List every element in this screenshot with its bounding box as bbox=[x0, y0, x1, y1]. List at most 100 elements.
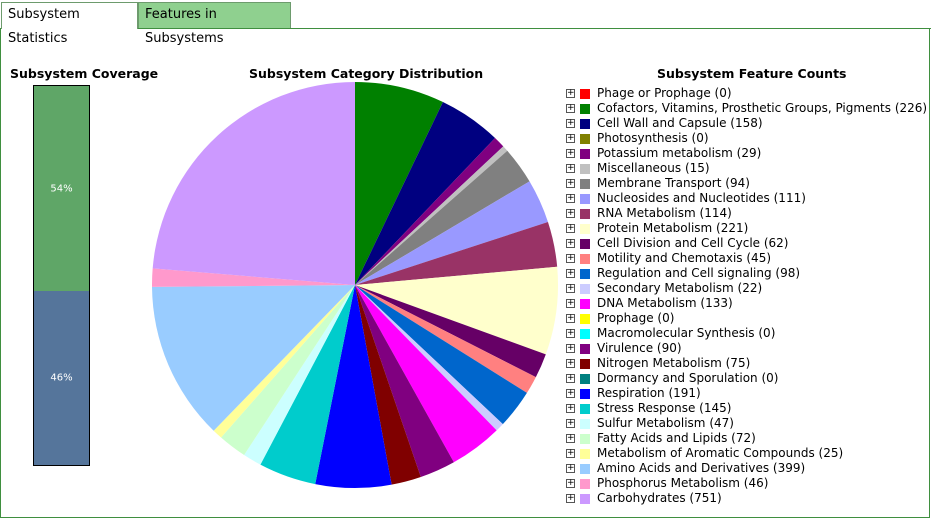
plus-square-icon[interactable]: + bbox=[566, 373, 575, 383]
pie-slice-carbohydrates[interactable] bbox=[152, 82, 355, 285]
pie-slice-potassium-metabolism[interactable] bbox=[355, 138, 504, 285]
plus-square-icon[interactable]: + bbox=[566, 133, 575, 143]
pie-slice-cell-division-and-cell-cycle[interactable] bbox=[355, 285, 546, 378]
plus-square-icon[interactable]: + bbox=[566, 163, 575, 173]
pie-slice-amino-acids-and-derivatives[interactable] bbox=[152, 285, 355, 431]
pie-slice-fatty-acids-and-lipids[interactable] bbox=[221, 285, 355, 456]
legend-label: Potassium metabolism (29) bbox=[597, 146, 762, 160]
plus-square-icon[interactable]: + bbox=[566, 418, 575, 428]
coverage-uncovered-label: 46% bbox=[50, 372, 73, 384]
legend-swatch bbox=[580, 163, 590, 174]
legend-swatch bbox=[580, 343, 590, 354]
pie-slice-miscellaneous[interactable] bbox=[355, 146, 508, 285]
tab-features-in-subsystems[interactable]: Features in Subsystems bbox=[138, 2, 291, 46]
plus-square-icon[interactable]: + bbox=[566, 358, 575, 368]
legend-swatch bbox=[580, 88, 590, 99]
legend-swatch bbox=[580, 373, 590, 384]
plus-square-icon[interactable]: + bbox=[566, 478, 575, 488]
legend-label: Protein Metabolism (221) bbox=[597, 221, 749, 235]
legend-item-rna-metabolism: + RNA Metabolism (114) bbox=[566, 206, 927, 221]
plus-square-icon[interactable]: + bbox=[566, 388, 575, 398]
legend-label: Secondary Metabolism (22) bbox=[597, 281, 763, 295]
plus-square-icon[interactable]: + bbox=[566, 313, 575, 323]
plus-square-icon[interactable]: + bbox=[566, 238, 575, 248]
legend-swatch bbox=[580, 358, 590, 369]
legend-item-cell-wall-and-capsule: + Cell Wall and Capsule (158) bbox=[566, 116, 927, 131]
legend-label: Metabolism of Aromatic Compounds (25) bbox=[597, 446, 844, 460]
plus-square-icon[interactable]: + bbox=[566, 328, 575, 338]
legend-item-cell-division-and-cell-cycle: + Cell Division and Cell Cycle (62) bbox=[566, 236, 927, 251]
plus-square-icon[interactable]: + bbox=[566, 298, 575, 308]
legend-item-phage-or-prophage: + Phage or Prophage (0) bbox=[566, 86, 927, 101]
plus-square-icon[interactable]: + bbox=[566, 253, 575, 263]
legend-swatch bbox=[580, 208, 590, 219]
legend-item-nitrogen-metabolism: + Nitrogen Metabolism (75) bbox=[566, 356, 927, 371]
pie-slice-cell-wall-and-capsule[interactable] bbox=[355, 102, 496, 285]
pie-slice-nucleosides-and-nucleotides[interactable] bbox=[355, 181, 548, 285]
legend-swatch bbox=[580, 328, 590, 339]
pie-slice-stress-response[interactable] bbox=[260, 285, 355, 485]
pie-slice-cofactors-vitamins-prosthetic-groups-pigments[interactable] bbox=[355, 82, 443, 285]
plus-square-icon[interactable]: + bbox=[566, 403, 575, 413]
legend-label: DNA Metabolism (133) bbox=[597, 296, 733, 310]
legend-label: Miscellaneous (15) bbox=[597, 161, 710, 175]
pie-slice-sulfur-metabolism[interactable] bbox=[244, 285, 355, 465]
legend-label: Nucleosides and Nucleotides (111) bbox=[597, 191, 806, 205]
legend-item-regulation-and-cell-signaling: + Regulation and Cell signaling (98) bbox=[566, 266, 927, 281]
legend-item-cofactors-vitamins-prosthetic-groups-pigments: + Cofactors, Vitamins, Prosthetic Groups,… bbox=[566, 101, 927, 116]
tab-subsystem-statistics[interactable]: Subsystem Statistics bbox=[1, 2, 138, 46]
legend-label: RNA Metabolism (114) bbox=[597, 206, 732, 220]
plus-square-icon[interactable]: + bbox=[566, 223, 575, 233]
legend-title: Subsystem Feature Counts bbox=[657, 66, 847, 81]
plus-square-icon[interactable]: + bbox=[566, 493, 575, 503]
pie-chart-title: Subsystem Category Distribution bbox=[249, 66, 484, 81]
plus-square-icon[interactable]: + bbox=[566, 118, 575, 128]
plus-square-icon[interactable]: + bbox=[566, 433, 575, 443]
pie-slice-phosphorus-metabolism[interactable] bbox=[152, 268, 355, 287]
legend-swatch bbox=[580, 313, 590, 324]
pie-slice-secondary-metabolism[interactable] bbox=[355, 285, 503, 431]
plus-square-icon[interactable]: + bbox=[566, 193, 575, 203]
plus-square-icon[interactable]: + bbox=[566, 343, 575, 353]
pie-slice-motility-and-chemotaxis[interactable] bbox=[355, 285, 536, 393]
legend-label: Cell Wall and Capsule (158) bbox=[597, 116, 763, 130]
coverage-bar: 54% 46% bbox=[33, 85, 90, 466]
legend-swatch bbox=[580, 223, 590, 234]
pie-slice-protein-metabolism[interactable] bbox=[355, 266, 558, 355]
pie-slice-rna-metabolism[interactable] bbox=[355, 221, 558, 285]
plus-square-icon[interactable]: + bbox=[566, 283, 575, 293]
plus-square-icon[interactable]: + bbox=[566, 463, 575, 473]
pie-slice-regulation-and-cell-signaling[interactable] bbox=[355, 285, 527, 425]
legend-label: Stress Response (145) bbox=[597, 401, 732, 415]
pie-slice-respiration[interactable] bbox=[315, 285, 392, 488]
plus-square-icon[interactable]: + bbox=[566, 148, 575, 158]
pie-slice-virulence[interactable] bbox=[355, 285, 454, 478]
legend-label: Motility and Chemotaxis (45) bbox=[597, 251, 772, 265]
legend-swatch bbox=[580, 268, 590, 279]
pie-slice-metabolism-of-aromatic-compounds[interactable] bbox=[213, 285, 355, 438]
category-pie-chart bbox=[152, 82, 558, 488]
legend-swatch bbox=[580, 118, 590, 129]
legend-swatch bbox=[580, 193, 590, 204]
legend-swatch bbox=[580, 448, 590, 459]
legend-label: Macromolecular Synthesis (0) bbox=[597, 326, 776, 340]
pie-slice-nitrogen-metabolism[interactable] bbox=[355, 285, 421, 485]
pie-slice-membrane-transport[interactable] bbox=[355, 150, 530, 285]
plus-square-icon[interactable]: + bbox=[566, 103, 575, 113]
legend-swatch bbox=[580, 298, 590, 309]
plus-square-icon[interactable]: + bbox=[566, 448, 575, 458]
legend-swatch bbox=[580, 433, 590, 444]
legend-label: Membrane Transport (94) bbox=[597, 176, 750, 190]
legend-item-potassium-metabolism: + Potassium metabolism (29) bbox=[566, 146, 927, 161]
plus-square-icon[interactable]: + bbox=[566, 268, 575, 278]
plus-square-icon[interactable]: + bbox=[566, 178, 575, 188]
legend-swatch bbox=[580, 388, 590, 399]
legend-item-secondary-metabolism: + Secondary Metabolism (22) bbox=[566, 281, 927, 296]
plus-square-icon[interactable]: + bbox=[566, 88, 575, 98]
legend-swatch bbox=[580, 178, 590, 189]
legend-label: Virulence (90) bbox=[597, 341, 682, 355]
pie-slice-dna-metabolism[interactable] bbox=[355, 285, 497, 463]
legend-swatch bbox=[580, 238, 590, 249]
plus-square-icon[interactable]: + bbox=[566, 208, 575, 218]
legend-swatch bbox=[580, 283, 590, 294]
